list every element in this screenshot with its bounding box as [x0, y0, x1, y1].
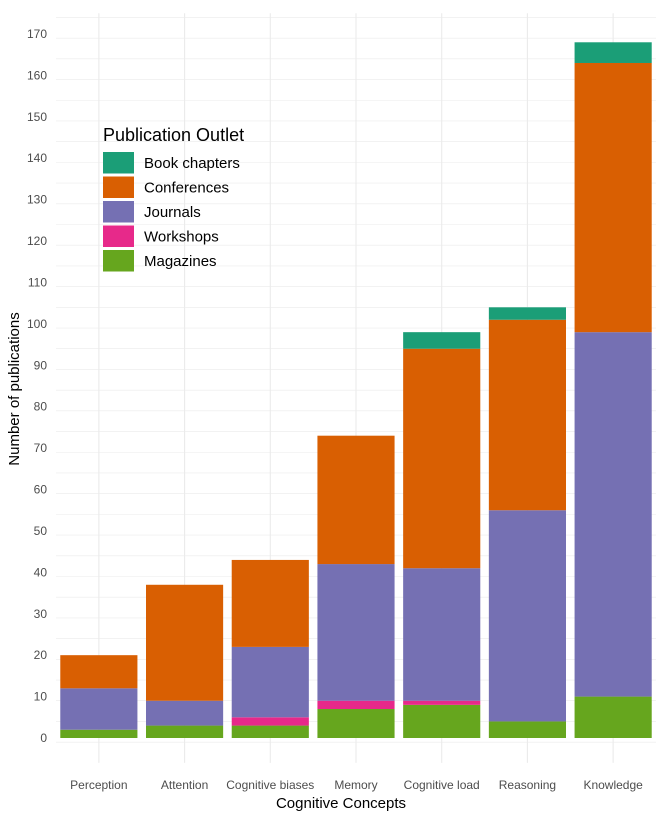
bar-conferences-cognitive-biases: [231, 559, 309, 647]
y-tick-label: 150: [27, 110, 47, 124]
x-axis-ticks: Perception Attention Cognitive biases Memor…: [70, 778, 643, 792]
y-tick-label: 170: [27, 27, 47, 41]
legend-label: Book chapters: [144, 155, 240, 172]
bar-magazines-attention: [146, 725, 224, 738]
bar-book-chapters-knowledge: [574, 42, 652, 63]
x-tick-label: Reasoning: [499, 778, 556, 792]
bar-journals-memory: [317, 564, 395, 701]
y-axis-title: Number of publications: [6, 312, 23, 465]
legend-swatch-magazines: [103, 250, 134, 272]
y-tick-label: 0: [40, 731, 47, 745]
bar-journals-attention: [146, 700, 224, 726]
bar-journals-reasoning: [488, 510, 566, 722]
bar-conferences-knowledge: [574, 62, 652, 333]
y-tick-label: 100: [27, 317, 47, 331]
y-tick-label: 60: [34, 483, 48, 497]
bar-journals-knowledge: [574, 332, 652, 697]
bar-conferences-attention: [146, 584, 224, 701]
bar-magazines-cognitive-load: [403, 704, 481, 738]
bar-journals-cognitive-biases: [231, 646, 309, 718]
y-tick-label: 10: [34, 690, 48, 704]
y-tick-label: 20: [34, 648, 48, 662]
bar-magazines-perception: [60, 729, 138, 738]
bar-magazines-knowledge: [574, 696, 652, 738]
legend-swatch-journals: [103, 201, 134, 223]
bar-workshops-cognitive-load: [403, 700, 481, 705]
x-tick-label: Knowledge: [583, 778, 643, 792]
bar-magazines-memory: [317, 709, 395, 738]
x-tick-label: Perception: [70, 778, 127, 792]
legend: Publication Outlet Book chapters Conferen…: [103, 125, 244, 272]
legend-swatch-conferences: [103, 176, 134, 198]
bar-magazines-reasoning: [488, 721, 566, 738]
y-tick-label: 90: [34, 358, 48, 372]
y-tick-label: 50: [34, 524, 48, 538]
bar-book-chapters-cognitive-load: [403, 332, 481, 349]
bar-conferences-cognitive-load: [403, 348, 481, 569]
bar-workshops-cognitive-biases: [231, 717, 309, 726]
x-tick-label: Attention: [161, 778, 208, 792]
legend-label: Magazines: [144, 253, 217, 270]
x-tick-label: Cognitive load: [404, 778, 480, 792]
bars: [60, 42, 652, 738]
bar-workshops-memory: [317, 700, 395, 710]
y-tick-label: 140: [27, 151, 47, 165]
y-tick-label: 110: [28, 275, 47, 289]
legend-label: Workshops: [144, 229, 219, 246]
y-tick-label: 70: [34, 441, 48, 455]
legend-label: Journals: [144, 204, 201, 221]
bar-magazines-cognitive-biases: [231, 725, 309, 738]
bar-conferences-memory: [317, 435, 395, 565]
bar-book-chapters-reasoning: [488, 307, 566, 320]
bar-conferences-perception: [60, 655, 138, 689]
x-tick-label: Cognitive biases: [226, 778, 314, 792]
y-tick-label: 130: [27, 193, 47, 207]
x-axis-title: Cognitive Concepts: [276, 795, 406, 812]
bar-journals-perception: [60, 688, 138, 730]
bar-journals-cognitive-load: [403, 568, 481, 701]
y-axis-ticks: 0 10 20 30 40 50 60 70 80 90 100 110 120 130 140 150 160…: [27, 27, 47, 745]
legend-swatch-workshops: [103, 225, 134, 247]
y-tick-label: 30: [34, 607, 48, 621]
x-tick-label: Memory: [334, 778, 377, 792]
legend-swatch-book-chapters: [103, 152, 134, 174]
y-tick-label: 120: [27, 234, 47, 248]
y-tick-label: 40: [34, 565, 48, 579]
bar-conferences-reasoning: [488, 319, 566, 511]
y-tick-label: 80: [34, 400, 48, 414]
y-tick-label: 160: [27, 68, 47, 82]
legend-title: Publication Outlet: [103, 125, 244, 145]
legend-label: Conferences: [144, 180, 229, 197]
